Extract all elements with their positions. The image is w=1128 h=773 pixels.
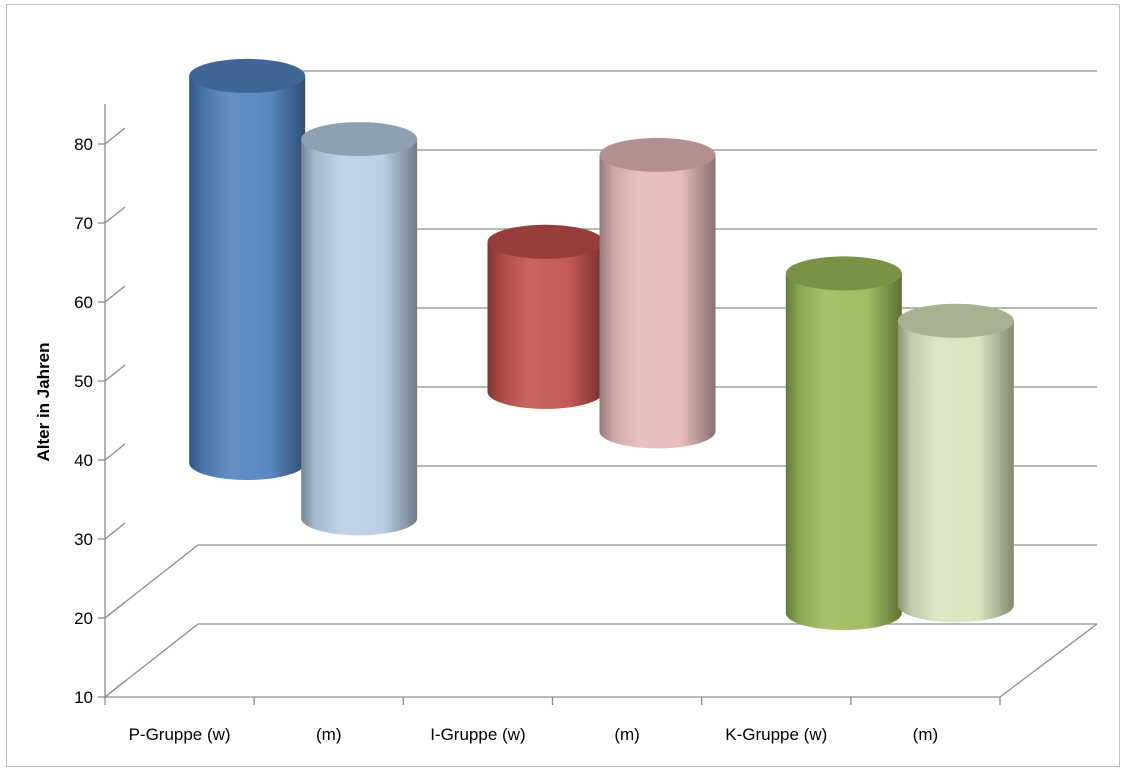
y-tick-label: 70: [74, 214, 93, 233]
floor-edge: [999, 623, 1098, 698]
cylinder-body: [785, 273, 902, 631]
y-tick-label: 40: [74, 451, 93, 470]
axis-layer: [98, 104, 1001, 705]
cylinder-body: [301, 139, 418, 536]
x-tick-label: (m): [316, 725, 341, 744]
y-tick-depth: [104, 285, 126, 303]
y-tick-depth: [104, 127, 126, 145]
cylinder-body: [599, 154, 716, 449]
cylinder-top: [301, 122, 418, 157]
cylinder-top: [897, 303, 1014, 338]
y-tick-depth: [104, 206, 126, 224]
y-tick-label: 60: [74, 293, 93, 312]
y-axis-label: Alter in Jahren: [34, 342, 53, 461]
x-tick-label: (m): [913, 725, 938, 744]
cylinder-top: [599, 137, 716, 172]
bar-layer: [189, 58, 1014, 631]
x-tick-label: K-Gruppe (w): [725, 725, 827, 744]
x-tick-label: (m): [614, 725, 639, 744]
cylinder-body: [189, 75, 306, 480]
cylinder-top: [189, 58, 306, 93]
cylinder-body: [897, 320, 1014, 623]
y-tick-label: 30: [74, 530, 93, 549]
y-tick-depth: [104, 443, 126, 461]
label-layer: Alter in Jahren 10 20 30 40 50 60 70 80 P-Gruppe…: [34, 135, 938, 744]
y-tick-depth: [104, 522, 126, 540]
cylinder-top: [487, 224, 604, 259]
y-tick-label: 50: [74, 372, 93, 391]
x-tick-label: P-Gruppe (w): [129, 725, 231, 744]
x-tick-label: I-Gruppe (w): [430, 725, 525, 744]
y-tick-label: 10: [74, 688, 93, 707]
y-tick-label: 80: [74, 135, 93, 154]
y-tick-label: 20: [74, 609, 93, 628]
cylinder-top: [785, 256, 902, 291]
y-tick-depth: [104, 680, 126, 698]
cylinder-body: [487, 241, 604, 409]
y-tick-depth: [104, 601, 126, 619]
y-tick-depth: [104, 364, 126, 382]
